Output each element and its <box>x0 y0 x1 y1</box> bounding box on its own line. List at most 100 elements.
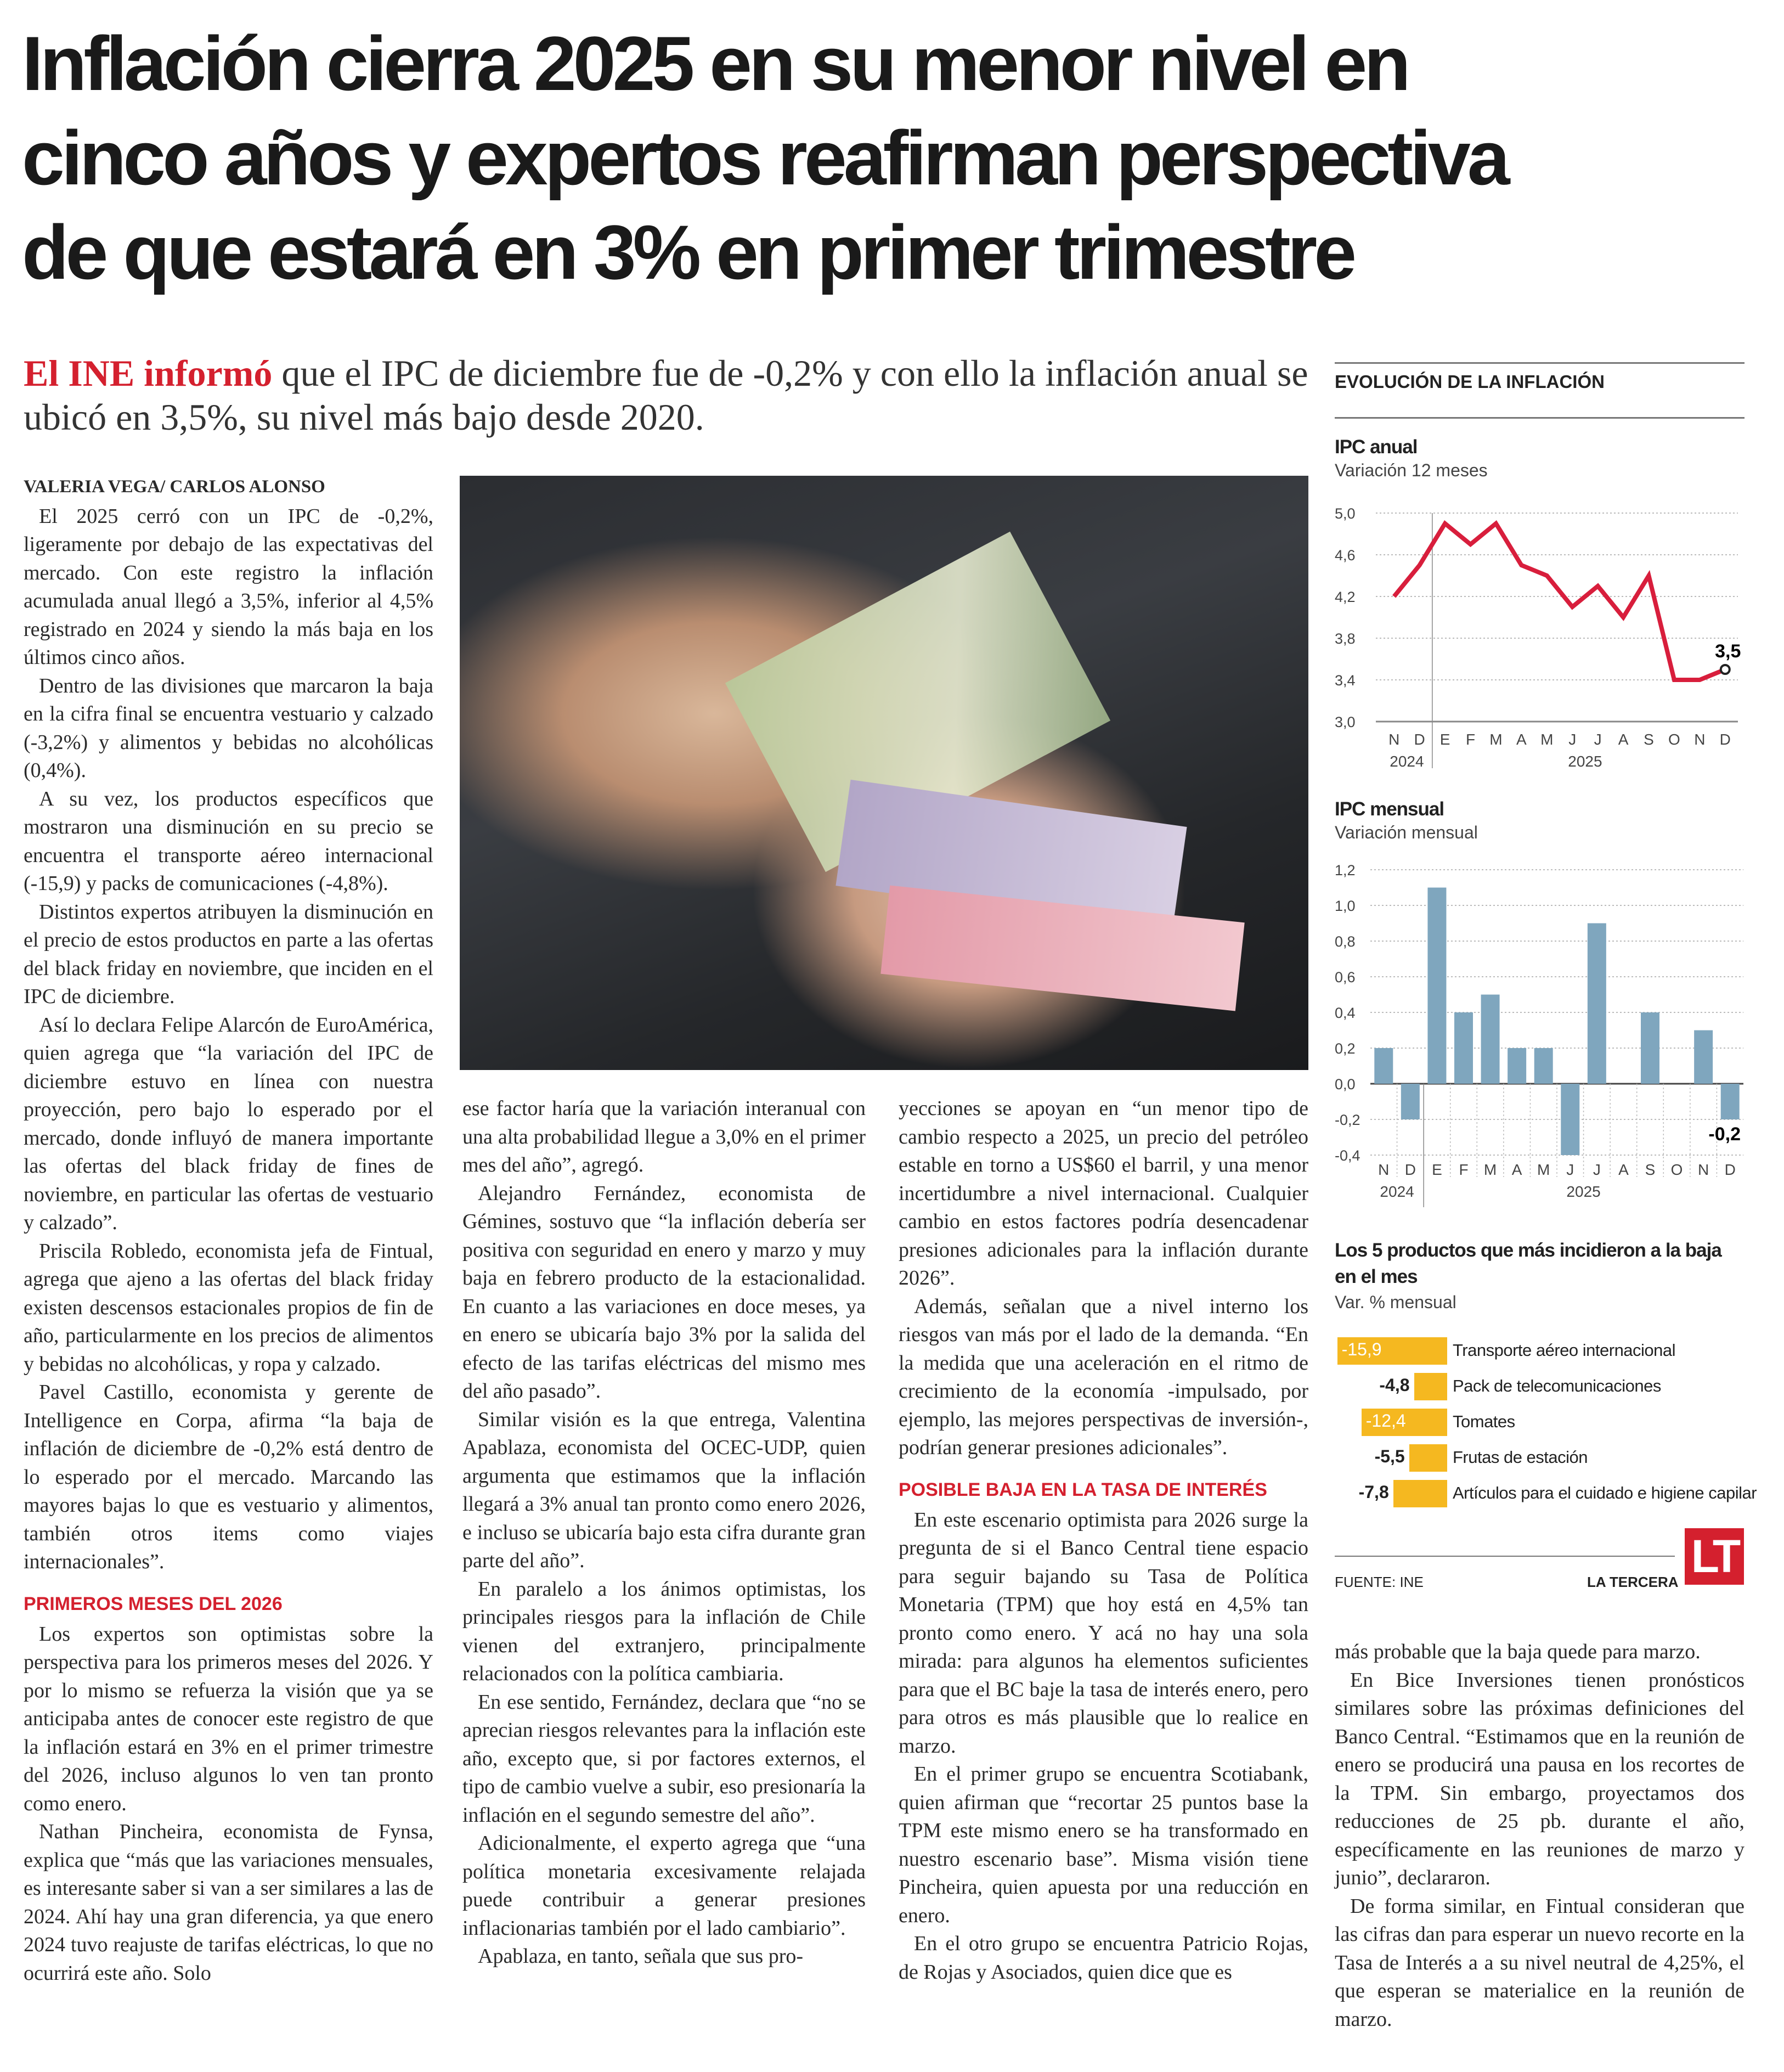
x-tick-label: M <box>1540 731 1553 748</box>
y-tick-label: 4,6 <box>1335 547 1356 564</box>
section-subheading: POSIBLE BAJA EN LA TASA DE INTERÉS <box>899 1479 1267 1500</box>
article-photo-banknotes <box>460 476 1308 1070</box>
x-tick-label: N <box>1388 731 1399 748</box>
year-label: 2025 <box>1566 1183 1600 1200</box>
infographic-header: EVOLUCIÓN DE LA INFLACIÓN <box>1335 371 1605 392</box>
y-tick-label: 4,2 <box>1335 589 1356 605</box>
value-label: -5,5 <box>1374 1446 1405 1466</box>
paragraph: Distintos expertos atribuyen la disminuc… <box>24 900 433 1009</box>
product-row: -12,4 Tomates <box>1335 1409 1745 1436</box>
byline: Valeria Vega/ Carlos Alonso <box>24 477 325 497</box>
category-label: Artículos para el cuidado e higiene capi… <box>1453 1483 1757 1502</box>
x-tick-label: J <box>1593 1161 1601 1178</box>
paragraph: Dentro de las divisiones que marcaron la… <box>24 674 433 782</box>
value-label: -4,8 <box>1379 1375 1410 1395</box>
x-tick-label: N <box>1698 1161 1709 1178</box>
y-tick-label: 1,2 <box>1335 862 1356 879</box>
data-point <box>1719 664 1731 675</box>
paragraph: En ese sentido, Fernández, declara que “… <box>462 1690 866 1827</box>
lead-kicker: El INE informó <box>24 352 273 394</box>
section-subheading: PRIMEROS MESES DEL 2026 <box>24 1593 283 1614</box>
x-tick-label: D <box>1725 1161 1736 1178</box>
x-tick-label: D <box>1720 731 1731 748</box>
paragraph: Apablaza, en tanto, señala que sus pro- <box>478 1945 804 1968</box>
x-tick-label: N <box>1694 731 1705 748</box>
x-tick-label: A <box>1618 731 1629 748</box>
headline-line: de que estará en 3% en primer trimestre <box>22 209 1357 295</box>
divider <box>1335 362 1745 364</box>
x-tick-label: O <box>1668 731 1680 748</box>
y-tick-label: 3,8 <box>1335 630 1356 647</box>
x-tick-label: D <box>1414 731 1425 748</box>
lead-paragraph: El INE informó que el IPC de diciembre f… <box>24 351 1313 439</box>
x-tick-label: D <box>1405 1161 1416 1178</box>
headline-line: cinco años y expertos reafirman perspect… <box>22 115 1510 201</box>
bar <box>1393 1480 1447 1507</box>
x-tick-label: A <box>1516 731 1527 748</box>
paragraph: ese factor haría que la variación intera… <box>462 1097 866 1176</box>
bar <box>1401 1084 1420 1119</box>
product-row: -5,5 Frutas de estación <box>1335 1444 1745 1472</box>
x-tick-label: S <box>1644 731 1654 748</box>
category-label: Transporte aéreo internacional <box>1453 1341 1676 1360</box>
paragraph: Así lo declara Felipe Alarcón de EuroAmé… <box>24 1013 433 1235</box>
paragraph: Alejandro Fernández, economista de Gémin… <box>462 1181 866 1403</box>
x-tick-label: S <box>1645 1161 1656 1178</box>
y-tick-label: -0,2 <box>1335 1112 1360 1128</box>
x-tick-label: J <box>1594 731 1602 748</box>
y-tick-label: 5,0 <box>1335 505 1356 522</box>
bar <box>1374 1048 1393 1084</box>
x-tick-label: M <box>1484 1161 1497 1178</box>
year-label: 2024 <box>1380 1183 1414 1200</box>
y-tick-label: 1,0 <box>1335 898 1356 914</box>
paragraph: En este escenario optimista para 2026 su… <box>899 1508 1308 1758</box>
lead-text: que el IPC de diciembre fue de -0,2% y c… <box>24 352 1308 438</box>
value-label: -12,4 <box>1365 1411 1406 1431</box>
banknote-shape <box>880 885 1244 1011</box>
paragraph: Pavel Castillo, economista y gerente de … <box>24 1381 433 1573</box>
x-tick-label: O <box>1671 1161 1683 1178</box>
headline: Inflación cierra 2025 en su menor nivel … <box>22 16 1766 300</box>
paragraph: Nathan Pincheira, economista de Fynsa, e… <box>24 1820 433 1985</box>
paragraph: Adicionalmente, el experto agrega que “u… <box>462 1832 866 1940</box>
value-annotation: 3,5 <box>1715 641 1741 662</box>
source-note: FUENTE: INE <box>1335 1574 1424 1590</box>
category-label: Frutas de estación <box>1453 1448 1588 1467</box>
y-tick-label: 0,6 <box>1335 969 1356 986</box>
x-tick-label: M <box>1537 1161 1550 1178</box>
bar <box>1414 1373 1447 1400</box>
article-column-2: ese factor haría que la variación intera… <box>462 1095 866 1971</box>
monthly-cpi-bar-chart: 1,21,00,80,60,40,20,0-0,2-0,4-0,2N D E F M A M… <box>1335 862 1743 1207</box>
paragraph: En paralelo a los ánimos optimistas, los… <box>462 1577 866 1686</box>
year-label: 2024 <box>1390 753 1424 770</box>
paragraph: más probable que la baja quede para marz… <box>1335 1640 1701 1663</box>
y-tick-label: 0,8 <box>1335 933 1356 950</box>
bar <box>1720 1084 1740 1119</box>
divider <box>1335 1556 1675 1557</box>
headline-line: Inflación cierra 2025 en su menor nivel … <box>22 20 1411 106</box>
article-column-4: más probable que la baja quede para marz… <box>1335 1638 1745 2034</box>
products-bar-chart: -15,9 Transporte aéreo internacional -4,8 P… <box>1335 1337 1757 1518</box>
x-tick-label: J <box>1568 731 1576 748</box>
paragraph: A su vez, los productos específicos que … <box>24 787 433 896</box>
category-label: Tomates <box>1453 1412 1515 1431</box>
bar <box>1481 994 1500 1084</box>
bar <box>1361 1409 1447 1436</box>
chart-title: IPC mensual <box>1335 798 1444 820</box>
chart-title: IPC anual <box>1335 436 1418 458</box>
product-row: -15,9 Transporte aéreo internacional <box>1335 1337 1745 1365</box>
paragraph: En el otro grupo se encuentra Patricio R… <box>899 1932 1308 1984</box>
bar <box>1694 1030 1713 1084</box>
bar <box>1337 1337 1447 1365</box>
x-tick-label: A <box>1618 1161 1629 1178</box>
value-label: -15,9 <box>1341 1339 1382 1359</box>
chart-subtitle: Var. % mensual <box>1335 1292 1456 1312</box>
paragraph: En Bice Inversiones tienen pronósticos s… <box>1335 1668 1745 1890</box>
bar <box>1454 1012 1473 1084</box>
y-tick-label: 3,0 <box>1335 714 1356 730</box>
brand-name: LA TERCERA <box>1587 1574 1679 1590</box>
paragraph: Similar visión es la que entrega, Valent… <box>462 1407 866 1573</box>
bar <box>1534 1048 1553 1084</box>
y-tick-label: 3,4 <box>1335 672 1356 689</box>
